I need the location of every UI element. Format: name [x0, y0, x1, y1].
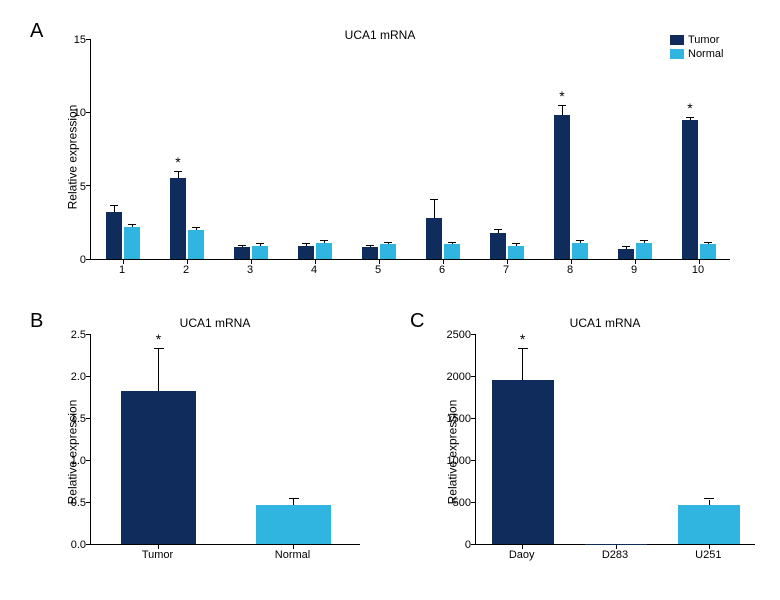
bar — [700, 244, 716, 259]
bar — [678, 505, 740, 544]
y-tick-label: 0 — [426, 539, 471, 551]
x-tick-label: 4 — [311, 264, 317, 276]
bar — [298, 246, 314, 259]
bar — [554, 115, 570, 259]
bar — [170, 178, 186, 259]
panel-b-plot: * — [90, 335, 360, 545]
bar — [252, 246, 268, 259]
panel-a-plot: * * * — [90, 40, 730, 260]
bar — [636, 243, 652, 259]
bar — [124, 227, 140, 259]
panel-c-plot: * — [475, 335, 755, 545]
panel-c-title: UCA1 mRNA — [570, 316, 641, 330]
x-tick-label: Normal — [275, 549, 310, 561]
bar — [572, 243, 588, 259]
x-tick-label: 6 — [439, 264, 445, 276]
panel-a-yaxis-labels: 051015 — [50, 40, 90, 260]
y-tick-label: 10 — [46, 107, 86, 119]
x-tick-label: U251 — [695, 549, 721, 561]
y-tick-label: 1.5 — [46, 413, 86, 425]
significance-star: * — [687, 100, 692, 116]
panel-a: A UCA1 mRNA Relative expression Tumor No… — [0, 0, 780, 300]
x-tick-label: 9 — [631, 264, 637, 276]
significance-star: * — [520, 331, 525, 347]
bar — [188, 230, 204, 259]
bar — [490, 233, 506, 259]
bar — [682, 120, 698, 259]
panel-b-title: UCA1 mRNA — [180, 316, 251, 330]
x-tick-label: 1 — [119, 264, 125, 276]
y-tick-label: 1000 — [426, 455, 471, 467]
bar — [618, 249, 634, 259]
x-tick-label: Tumor — [142, 549, 173, 561]
panel-c-label: C — [410, 310, 424, 333]
panel-c: C UCA1 mRNA Relative expression * DaoyD2… — [390, 310, 780, 590]
x-tick-label: 8 — [567, 264, 573, 276]
x-tick-label: 3 — [247, 264, 253, 276]
x-tick-label: Daoy — [509, 549, 535, 561]
y-tick-label: 5 — [46, 181, 86, 193]
bar — [508, 246, 524, 259]
y-tick-label: 15 — [46, 34, 86, 46]
y-tick-label: 2.0 — [46, 371, 86, 383]
bar — [492, 380, 554, 544]
bar — [316, 243, 332, 259]
bar — [362, 247, 378, 259]
x-tick-label: 10 — [692, 264, 704, 276]
y-tick-label: 1500 — [426, 413, 471, 425]
y-tick-label: 1.0 — [46, 455, 86, 467]
bar — [121, 391, 196, 544]
panel-a-xaxis-labels: 1 2 3 4 5 6 7 8 9 10 — [90, 260, 730, 280]
bar — [444, 244, 460, 259]
x-tick-label: 5 — [375, 264, 381, 276]
y-tick-label: 2000 — [426, 371, 471, 383]
x-tick-label: D283 — [602, 549, 628, 561]
y-tick-label: 500 — [426, 497, 471, 509]
panel-b-label: B — [30, 310, 43, 333]
y-tick-label: 0.5 — [46, 497, 86, 509]
panel-c-xaxis-labels: Daoy D283 U251 — [475, 545, 755, 565]
y-tick-label: 0 — [46, 254, 86, 266]
panel-a-label: A — [30, 20, 43, 43]
bar — [234, 247, 250, 259]
y-tick-label: 2500 — [426, 329, 471, 341]
significance-star: * — [156, 331, 161, 347]
bar — [380, 244, 396, 259]
x-tick-label: 2 — [183, 264, 189, 276]
panel-c-yaxis-labels: 05001000150020002500 — [430, 335, 475, 545]
x-tick-label: 7 — [503, 264, 509, 276]
panel-b: B UCA1 mRNA Relative expression * TumorN… — [0, 310, 390, 590]
panel-b-yaxis-labels: 0.00.51.01.52.02.5 — [50, 335, 90, 545]
y-tick-label: 2.5 — [46, 329, 86, 341]
bar — [256, 505, 331, 544]
significance-star: * — [175, 154, 180, 170]
panel-b-xaxis-labels: Tumor Normal — [90, 545, 360, 565]
y-tick-label: 0.0 — [46, 539, 86, 551]
bar — [106, 212, 122, 259]
significance-star: * — [559, 88, 564, 104]
bar — [426, 218, 442, 259]
